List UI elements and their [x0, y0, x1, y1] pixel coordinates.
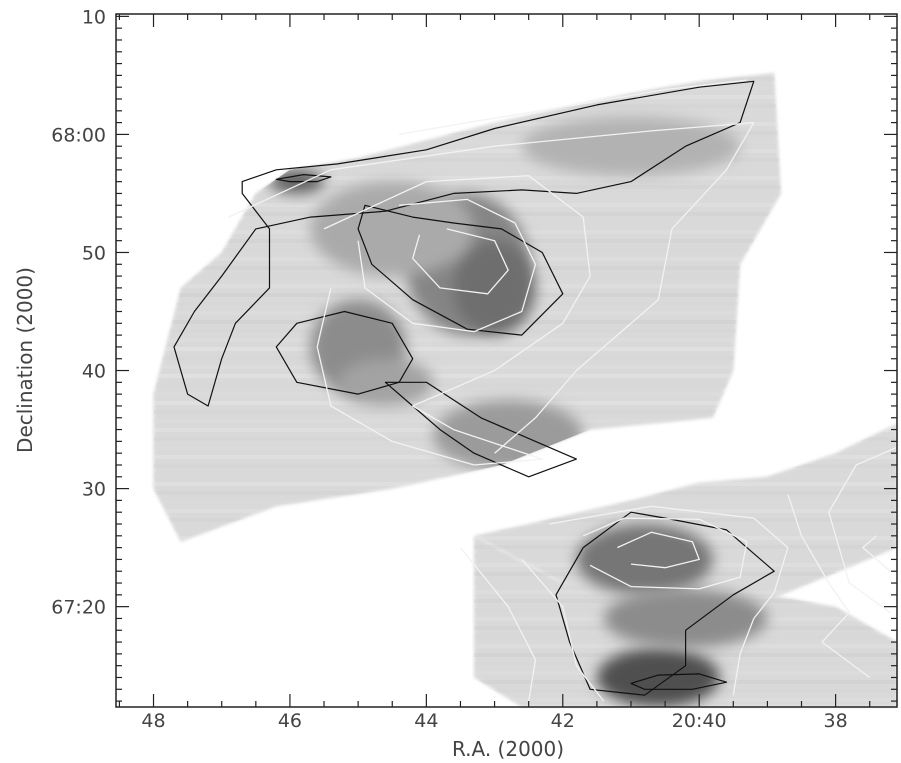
- tick-labels: 48 46 44 42 20:40 38 10 68:00 50 40 30 67:20: [51, 6, 847, 732]
- white-contour-11: [828, 446, 898, 614]
- white-contour-1: [357, 198, 537, 333]
- black-contour-0: [173, 80, 755, 407]
- white-contour-6: [582, 517, 748, 590]
- y-tick-label: 50: [82, 242, 106, 264]
- y-tick-label: 10: [82, 6, 106, 28]
- y-tick-label: 30: [82, 479, 106, 501]
- white-contour-7: [548, 505, 789, 696]
- intensity-map: [153, 73, 897, 707]
- x-tick-label: 20:40: [672, 710, 727, 732]
- x-axis-title: R.A. (2000): [452, 737, 564, 761]
- contour-layer: [173, 79, 898, 702]
- white-contour-0: [412, 228, 509, 295]
- black-contour-3: [384, 381, 577, 478]
- y-tick-label: 68:00: [51, 124, 106, 146]
- intensity-blob-6: [576, 524, 713, 595]
- plot-border: [115, 13, 898, 708]
- intensity-blob-8: [603, 588, 768, 648]
- plot-frame: [115, 13, 898, 708]
- x-tick-label: 42: [551, 710, 575, 732]
- x-tick-label: 44: [414, 710, 438, 732]
- white-contour-2: [316, 175, 591, 466]
- white-contour-3: [228, 121, 755, 454]
- white-contour-5: [617, 531, 700, 569]
- intensity-blob-10: [521, 116, 741, 176]
- x-tick-label: 48: [141, 710, 165, 732]
- intensity-blob-1: [453, 240, 536, 336]
- black-contour-6: [275, 174, 332, 183]
- black-contour-5: [630, 673, 728, 690]
- white-contour-12: [862, 535, 891, 572]
- white-contour-8: [521, 558, 605, 702]
- intensity-blob-9: [310, 181, 475, 277]
- intensity-blob-7: [596, 647, 720, 707]
- y-axis-title: Declination (2000): [13, 267, 37, 453]
- white-contour-9: [459, 547, 537, 702]
- white-contour-10: [787, 494, 871, 679]
- x-tick-label: 38: [824, 710, 848, 732]
- black-contour-4: [555, 511, 775, 696]
- white-contour-4: [398, 79, 747, 136]
- black-contour-1: [357, 204, 564, 336]
- y-tick-label: 40: [82, 361, 106, 383]
- x-tick-label: 46: [278, 710, 302, 732]
- y-tick-label: 67:20: [51, 597, 106, 619]
